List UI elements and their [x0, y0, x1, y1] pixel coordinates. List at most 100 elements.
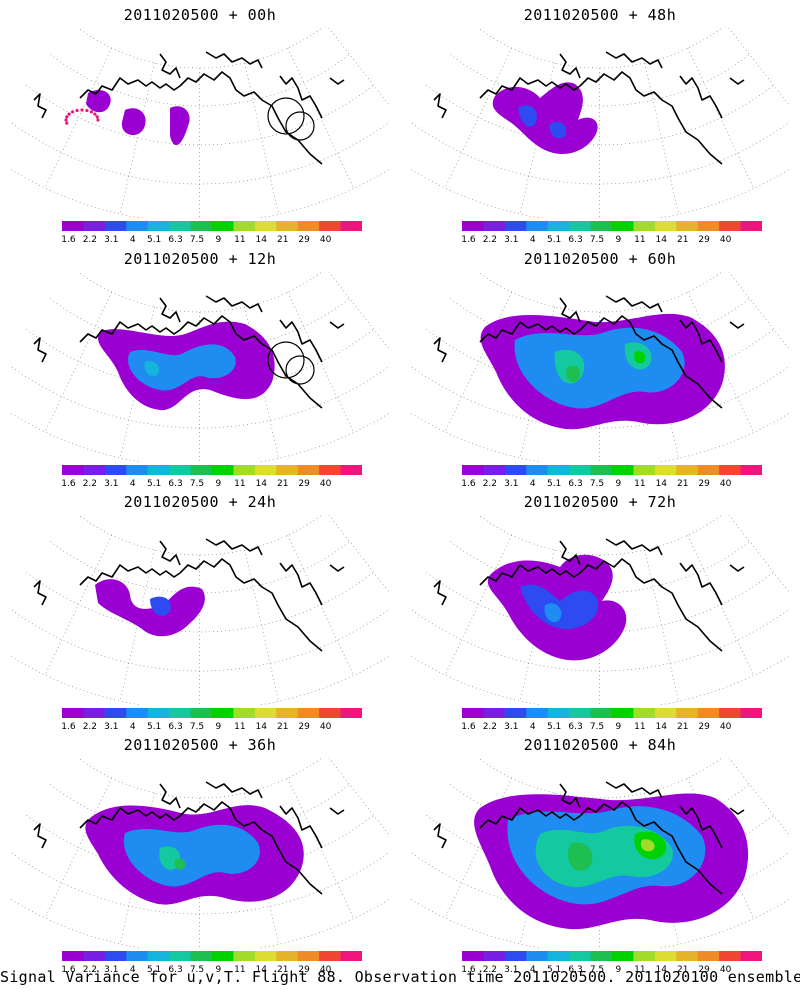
colorbar-label: 40: [720, 722, 732, 732]
colorbar-label: 3.1: [104, 965, 118, 975]
colorbar-label: 40: [320, 965, 332, 975]
colorbar-label: 9: [216, 965, 222, 975]
coastline: [433, 295, 745, 409]
colorbar-swatch: [340, 465, 362, 475]
target-circle: [285, 111, 315, 141]
forecast-panel: 2011020500 + 24h 1.6 2.2 3.1 4 5.1 6.3 7.5 9 11 14…: [0, 487, 400, 732]
colorbar-label: 21: [677, 479, 688, 489]
colorbar-label: 4: [530, 722, 536, 732]
panel-title: 2011020500 + 24h: [123, 493, 277, 511]
colorbar-label: 7.5: [190, 479, 204, 489]
colorbar-label: 5.1: [547, 722, 561, 732]
colorbar-label: 9: [216, 235, 222, 245]
colorbar-label: 29: [298, 479, 310, 489]
graticule: [10, 28, 390, 218]
colorbar-label: 40: [720, 235, 732, 245]
colorbar-swatch: [612, 221, 634, 231]
colorbar-swatch: [654, 708, 677, 718]
variance-field: [97, 321, 275, 411]
colorbar-swatch: [740, 221, 762, 231]
colorbar-label: 1.6: [462, 235, 476, 245]
colorbar-label: 14: [656, 235, 668, 245]
colorbar-label: 29: [698, 235, 710, 245]
variance-field: [474, 793, 749, 930]
colorbar-swatch: [590, 221, 613, 231]
forecast-panel: 2011020500 + 36h 1.6 2.2 3.1 4 5.1 6.3 7.5 9 11 14…: [0, 730, 400, 975]
colorbar-label: 1.6: [462, 479, 476, 489]
colorbar-label: 4: [530, 479, 536, 489]
forecast-panel: 2011020500 + 60h 1.6 2.2 3.1 4 5.1 6.3 7.5 9 11 14…: [400, 244, 800, 489]
coastline: [433, 538, 745, 652]
colorbar-swatch: [676, 708, 699, 718]
colorbar-label: 6.3: [568, 235, 582, 245]
colorbar-swatch: [62, 708, 84, 718]
colorbar-swatch: [719, 951, 742, 961]
colorbar-label: 6.3: [168, 479, 182, 489]
colorbar-label: 1.6: [462, 722, 476, 732]
colorbar-label: 2.2: [83, 479, 97, 489]
colorbar-swatch: [504, 951, 527, 961]
colorbar-label: 21: [277, 479, 288, 489]
colorbar-label: 1.6: [62, 722, 76, 732]
colorbar-label: 14: [656, 965, 668, 975]
colorbar: 1.6 2.2 3.1 4 5.1 6.3 7.5 9 11 14 21 29 40: [462, 465, 762, 489]
colorbar-label: 9: [216, 479, 222, 489]
colorbar-swatch: [83, 465, 106, 475]
colorbar-swatch: [254, 221, 277, 231]
colorbar: 1.6 2.2 3.1 4 5.1 6.3 7.5 9 11 14 21 29 40: [62, 465, 362, 489]
flight-track-dot: [89, 110, 94, 114]
colorbar-label: 5.1: [147, 965, 161, 975]
colorbar-swatch: [612, 708, 634, 718]
colorbar-swatch: [319, 708, 342, 718]
colorbar-label: 4: [130, 722, 136, 732]
colorbar-swatch: [190, 221, 213, 231]
colorbar-label: 9: [616, 235, 622, 245]
colorbar-label: 2.2: [83, 965, 97, 975]
colorbar-label: 6.3: [568, 965, 582, 975]
colorbar-label: 5.1: [147, 235, 161, 245]
colorbar-label: 40: [720, 479, 732, 489]
colorbar-swatch: [547, 951, 570, 961]
colorbar-swatch: [233, 708, 256, 718]
colorbar: 1.6 2.2 3.1 4 5.1 6.3 7.5 9 11 14 21 29 40: [462, 708, 762, 732]
colorbar-swatch: [654, 951, 677, 961]
colorbar-label: 21: [277, 965, 288, 975]
flight-track-dot: [65, 115, 69, 119]
colorbar-label: 4: [530, 965, 536, 975]
colorbar-swatch: [233, 951, 256, 961]
colorbar-swatch: [654, 221, 677, 231]
colorbar-label: 7.5: [590, 479, 604, 489]
colorbar-label: 11: [234, 479, 245, 489]
target-circle: [267, 341, 305, 379]
colorbar-swatch: [62, 221, 84, 231]
colorbar-swatch: [297, 951, 320, 961]
colorbar-label: 21: [677, 722, 688, 732]
colorbar-swatch: [483, 951, 506, 961]
colorbar: 1.6 2.2 3.1 4 5.1 6.3 7.5 9 11 14 21 29 40: [462, 951, 762, 975]
colorbar-label: 3.1: [504, 479, 518, 489]
colorbar-label: 11: [634, 965, 645, 975]
colorbar-swatch: [612, 951, 634, 961]
forecast-panel: 2011020500 + 48h 1.6 2.2 3.1 4 5.1 6.3 7.5 9 11 14…: [400, 0, 800, 245]
colorbar-label: 29: [698, 479, 710, 489]
colorbar-label: 14: [656, 479, 668, 489]
figure-caption: Signal Variance for u,v,T. Flight 88. Ob…: [0, 968, 800, 986]
colorbar-label: 29: [698, 965, 710, 975]
colorbar: 1.6 2.2 3.1 4 5.1 6.3 7.5 9 11 14 21 29 40: [62, 221, 362, 245]
colorbar-label: 11: [234, 235, 245, 245]
forecast-panel: 2011020500 + 84h 1.6 2.2 3.1 4 5.1 6.3 7.5 9 11 14…: [400, 730, 800, 975]
colorbar-swatch: [676, 221, 699, 231]
panel-title: 2011020500 + 48h: [523, 6, 677, 24]
graticule: [10, 272, 390, 462]
colorbar-swatch: [697, 951, 720, 961]
colorbar-label: 5.1: [147, 722, 161, 732]
colorbar-swatch: [526, 465, 549, 475]
coastline: [33, 51, 345, 165]
colorbar-label: 3.1: [104, 479, 118, 489]
forecast-panel: 2011020500 + 00h 1.6 2.2 3.1 4 5.1 6.3 7.5 9 11 14…: [0, 0, 400, 245]
colorbar-label: 40: [320, 235, 332, 245]
colorbar-label: 6.3: [168, 965, 182, 975]
colorbar-label: 2.2: [83, 235, 97, 245]
colorbar-swatch: [190, 708, 213, 718]
colorbar-swatch: [147, 708, 170, 718]
